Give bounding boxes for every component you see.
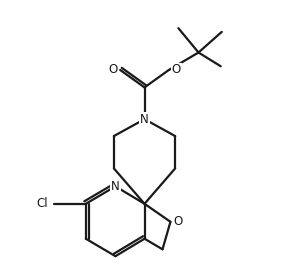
Text: O: O <box>172 63 181 76</box>
Text: O: O <box>108 63 118 76</box>
Text: N: N <box>111 180 120 193</box>
Text: O: O <box>173 215 182 228</box>
Text: N: N <box>140 113 149 126</box>
Text: Cl: Cl <box>36 197 48 210</box>
